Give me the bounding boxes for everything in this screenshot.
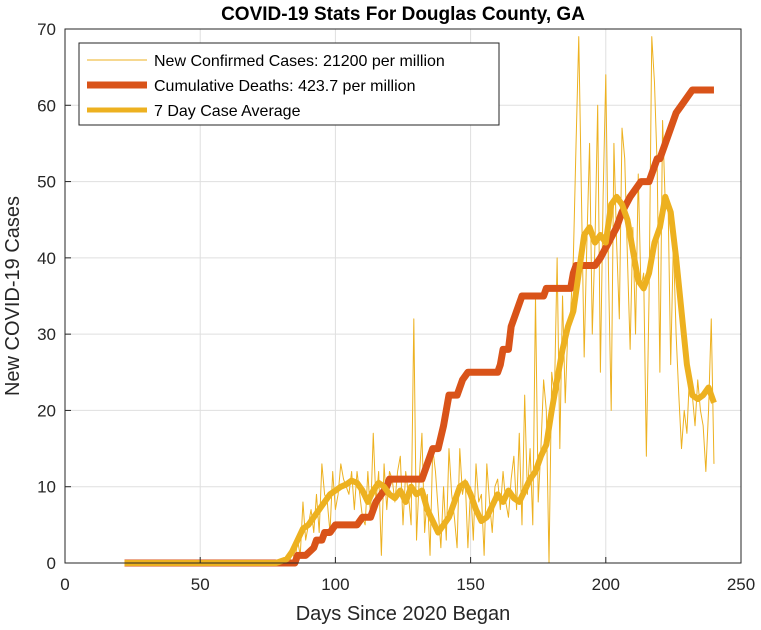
x-tick-label: 250 [727,575,755,594]
plot-frame [64,28,742,564]
y-tick-label: 20 [37,401,56,420]
x-tick-label: 150 [456,575,484,594]
y-tick-label: 30 [37,325,56,344]
y-tick-label: 0 [47,554,56,573]
legend-label-average: 7 Day Case Average [154,103,301,120]
y-tick-label: 50 [37,173,56,192]
chart-title: COVID-19 Stats For Douglas County, GA [221,4,585,25]
legend-label-new-cases: New Confirmed Cases: 21200 per million [154,53,445,70]
legend-label-deaths: Cumulative Deaths: 423.7 per million [154,78,415,95]
x-tick-label: 200 [592,575,620,594]
y-tick-label: 40 [37,249,56,268]
series-new-confirmed-cases [124,36,715,564]
y-tick-label: 60 [37,96,56,115]
x-tick-label: 50 [191,575,210,594]
series-cumulative-deaths [124,86,714,567]
ticks: 0 50 100 150 200 250 0 10 20 30 40 50 60 70 [37,20,755,594]
y-tick-label: 10 [37,478,56,497]
x-tick-label: 100 [321,575,349,594]
series-layer [124,36,717,567]
legend-box [78,42,500,126]
y-axis-label: New COVID-19 Cases [2,196,24,396]
x-axis-label: Days Since 2020 Began [296,603,511,625]
series-7-day-case-average [124,193,717,566]
legend: New Confirmed Cases: 21200 per million C… [78,42,500,126]
x-tick-label: 0 [60,575,69,594]
y-tick-label: 70 [37,20,56,39]
